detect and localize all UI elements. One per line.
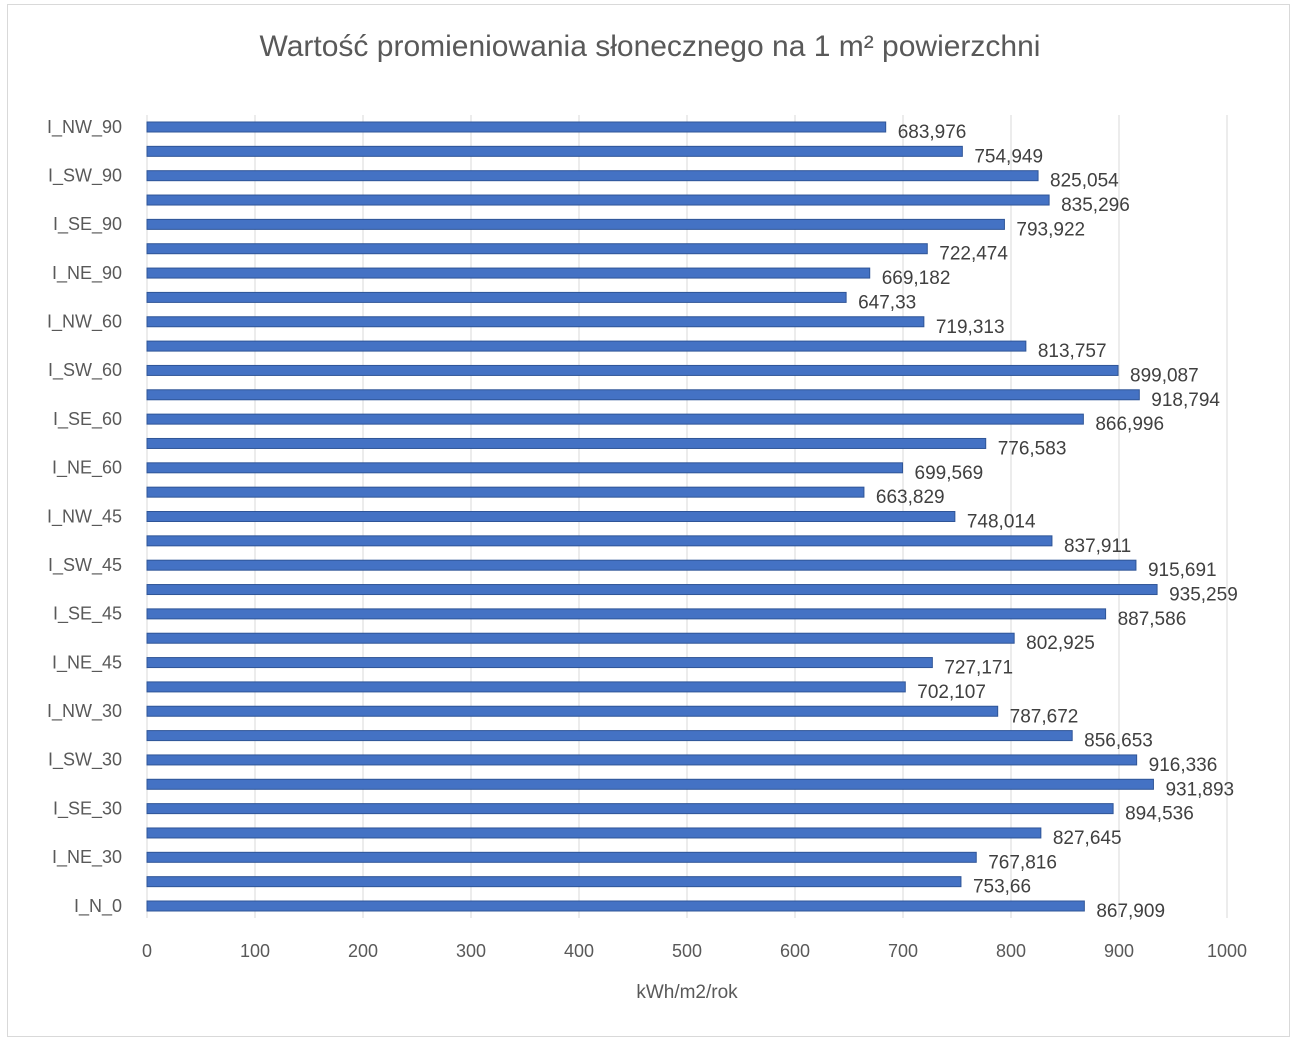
bar [146,559,1137,571]
data-label: 727,171 [944,658,1013,679]
data-label: 702,107 [917,682,986,703]
data-label: 856,653 [1084,731,1153,752]
data-label: 722,474 [939,244,1008,265]
y-tick-label: I_NE_90 [52,263,122,284]
data-label: 793,922 [1016,219,1085,240]
bar [146,851,977,863]
data-label: 669,182 [882,268,951,289]
y-tick-label: I_NW_45 [47,506,122,527]
data-label: 753,66 [973,877,1031,898]
data-label: 916,336 [1149,755,1218,776]
bar [146,243,928,255]
x-tick-label: 300 [456,941,486,961]
bar [146,657,933,669]
data-label: 683,976 [898,122,967,143]
x-tick-label: 100 [240,941,270,961]
bar [146,535,1053,547]
data-label: 719,313 [936,317,1005,338]
y-tick-label: I_SW_45 [48,555,122,576]
data-label: 827,645 [1053,828,1122,849]
x-tick-label: 1000 [1207,941,1247,961]
bar [146,437,987,449]
x-tick-label: 400 [564,941,594,961]
y-tick-label: I_SE_30 [53,798,122,819]
data-label: 899,087 [1130,365,1199,386]
x-tick-label: 700 [888,941,918,961]
y-tick-label: I_SW_90 [48,165,122,186]
data-label: 813,757 [1038,341,1107,362]
data-label: 767,816 [988,852,1057,873]
bar [146,705,999,717]
bar [146,218,1005,230]
bar [146,267,871,279]
x-tick-label: 900 [1104,941,1134,961]
data-label: 663,829 [876,487,945,508]
bar [146,876,962,888]
data-label: 754,949 [974,146,1043,167]
x-tick-label: 600 [780,941,810,961]
y-tick-label: I_SE_60 [53,409,122,430]
bar [146,340,1027,352]
bar [146,486,865,498]
bar [146,170,1039,182]
x-axis-label: kWh/m2/rok [636,982,738,1003]
x-tick-label: 0 [142,941,152,961]
bar [146,511,956,522]
bar [146,681,906,693]
x-tick-label: 200 [348,941,378,961]
y-tick-label: I_SE_45 [53,604,122,625]
y-tick-label: I_SW_60 [48,360,122,381]
data-label: 748,014 [967,512,1036,533]
y-tick-label: I_NW_30 [47,701,122,722]
y-tick-label: I_NW_60 [47,312,122,333]
data-label: 935,259 [1169,585,1238,606]
bar [146,316,925,328]
data-label: 867,909 [1096,901,1165,922]
bar [146,778,1154,790]
bar [146,121,887,133]
data-label: 918,794 [1151,390,1220,411]
data-label: 866,996 [1095,414,1164,435]
data-label: 835,296 [1061,195,1130,216]
bar [146,827,1042,839]
bar [146,754,1138,766]
data-label: 776,583 [998,438,1067,459]
data-label: 894,536 [1125,804,1194,825]
y-tick-label: I_NE_45 [52,652,122,673]
data-label: 802,925 [1026,633,1095,654]
bar [146,462,904,474]
bar [146,730,1073,742]
bar [146,608,1107,620]
bar [146,194,1050,206]
bar [146,291,847,303]
bar [146,803,1114,815]
bar [146,584,1158,596]
bar [146,900,1085,912]
data-label: 787,672 [1010,706,1079,727]
chart-title: Wartość promieniowania słonecznego na 1 … [260,30,1041,63]
data-label: 887,586 [1118,609,1187,630]
data-label: 931,893 [1165,779,1234,800]
bar [146,389,1140,401]
data-label: 647,33 [858,292,916,313]
bar [146,145,963,157]
y-tick-label: I_NW_90 [47,117,122,138]
y-tick-label: I_SW_30 [48,750,122,771]
data-label: 825,054 [1050,171,1119,192]
data-label: 699,569 [915,463,984,484]
bar [146,632,1015,644]
y-tick-label: I_NE_30 [52,847,122,868]
data-label: 837,911 [1064,536,1131,557]
y-tick-label: I_SE_90 [53,214,122,235]
x-tick-label: 500 [672,941,702,961]
x-tick-label: 800 [996,941,1026,961]
bar [146,364,1119,376]
y-tick-label: I_NE_60 [52,458,122,479]
y-tick-label: I_N_0 [74,896,122,917]
bar [146,413,1084,425]
data-label: 915,691 [1148,560,1217,581]
